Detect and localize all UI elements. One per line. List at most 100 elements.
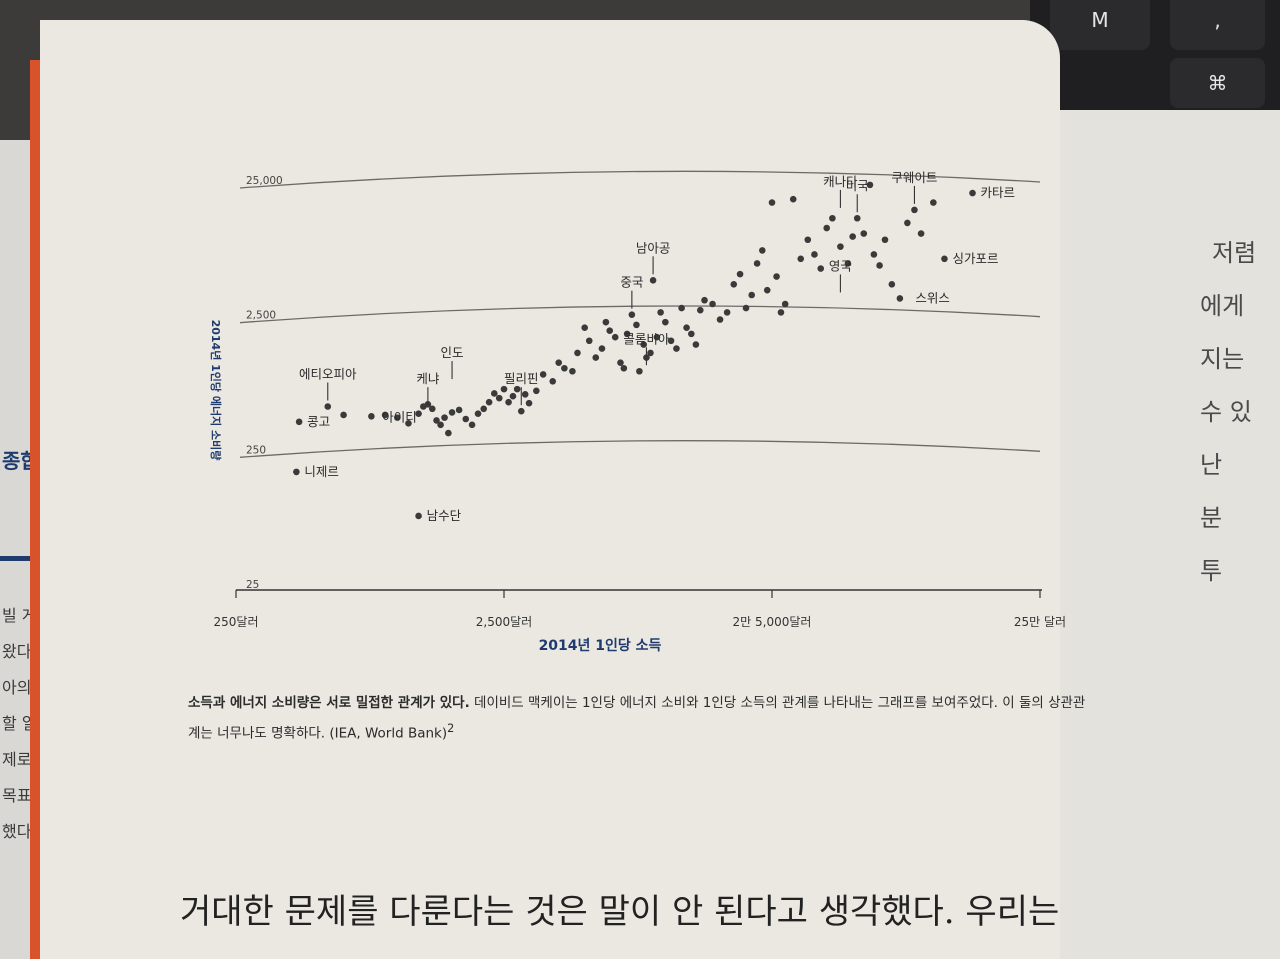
data-point <box>293 468 300 476</box>
data-point <box>866 181 874 189</box>
annotation-label: 캐나다 <box>823 174 858 189</box>
data-point <box>653 333 661 341</box>
data-point <box>405 420 412 427</box>
left-page-line: 목표 <box>2 786 32 805</box>
data-point <box>620 364 628 372</box>
data-point <box>592 354 600 361</box>
x-axis <box>235 589 1042 598</box>
data-point <box>917 230 925 237</box>
data-point <box>673 345 680 352</box>
data-point <box>688 330 695 338</box>
data-point <box>448 409 456 416</box>
data-point <box>623 330 631 338</box>
gridline <box>239 440 1041 458</box>
x-tick-label: 25만 달러 <box>1014 615 1066 629</box>
data-point <box>969 189 976 197</box>
data-point <box>797 255 805 263</box>
annotation-label: 중국 <box>620 275 643 290</box>
data-point <box>823 224 831 232</box>
data-point <box>804 236 812 244</box>
data-point <box>606 327 614 335</box>
data-point <box>474 410 482 417</box>
data-point <box>736 270 744 278</box>
data-point <box>829 214 836 222</box>
data-point <box>636 367 643 375</box>
data-point <box>817 265 825 272</box>
data-point <box>525 399 533 407</box>
right-page-line: 저렴 <box>1212 239 1257 267</box>
data-point <box>598 345 606 352</box>
left-page-line: 했다. <box>2 822 37 841</box>
data-point <box>911 206 918 214</box>
figure-caption: 소득과 에너지 소비량은 서로 밀접한 관계가 있다. 데이비드 맥케이는 1인… <box>188 690 1088 747</box>
data-point <box>555 359 563 366</box>
annotation-label: 영국 <box>829 258 852 273</box>
book-page <box>40 20 1060 959</box>
data-point <box>844 260 852 267</box>
key-comma: , <box>1170 0 1265 50</box>
right-page-line: 난 <box>1200 451 1223 479</box>
annotation-label: 남아공 <box>636 240 671 255</box>
x-tick-label: 2,500달러 <box>476 615 532 629</box>
laptop-keyboard: M , ⌘ <box>1030 0 1280 120</box>
caption-bold: 소득과 에너지 소비량은 서로 밀접한 관계가 있다. <box>188 695 470 711</box>
right-page-line: 투 <box>1200 557 1223 585</box>
data-point <box>773 273 780 280</box>
data-point <box>930 199 937 206</box>
annotation-label: 케냐 <box>416 371 440 386</box>
data-point <box>881 236 889 244</box>
y-tick-label: 2,500 <box>246 310 276 322</box>
data-point <box>896 295 904 302</box>
data-point <box>480 405 488 413</box>
data-point <box>837 243 844 250</box>
data-point <box>490 390 498 397</box>
data-point <box>539 371 547 378</box>
y-axis-label: 2014년 1인당 에너지 소비량 <box>209 320 223 461</box>
data-point <box>581 324 588 332</box>
data-point <box>628 311 636 318</box>
data-point <box>517 407 525 415</box>
data-point <box>574 349 581 357</box>
data-point <box>585 337 593 345</box>
data-point <box>742 304 750 312</box>
right-page-line: 에게 <box>1200 292 1245 320</box>
right-page-line: 분 <box>1200 504 1223 532</box>
data-point <box>678 304 685 312</box>
data-point <box>441 414 448 421</box>
data-point <box>860 230 868 237</box>
y-tick-label: 25 <box>246 579 259 591</box>
data-point <box>415 410 422 417</box>
annotation-label: 미국 <box>846 178 869 193</box>
data-point <box>683 324 690 332</box>
data-point <box>455 406 463 414</box>
data-point <box>513 385 521 393</box>
annotation-label: 카타르 <box>981 185 1016 200</box>
annotation-label: 콜롬비아 <box>623 331 670 346</box>
annotation-label: 인도 <box>441 345 464 360</box>
x-tick-label: 2만 5,000달러 <box>733 615 812 629</box>
right-page-line: 지는 <box>1200 345 1245 373</box>
x-axis-label: 2014년 1인당 소득 <box>539 637 662 654</box>
data-point <box>324 403 332 410</box>
data-point <box>768 199 776 206</box>
right-page-line: 수 있 <box>1200 398 1252 426</box>
gridline <box>239 170 1041 189</box>
data-point <box>368 412 375 420</box>
data-points <box>293 181 976 520</box>
y-tick-label: 250 <box>246 444 266 456</box>
data-point <box>415 512 422 520</box>
annotation-label: 스위스 <box>915 290 950 305</box>
tick-labels: 250달러 2,500달러 2만 5,000달러 25만 달러 25 250 2,500 25… <box>214 175 1067 629</box>
data-point <box>569 367 576 375</box>
data-point <box>428 405 436 413</box>
annotation-label: 아이티 <box>382 410 417 425</box>
data-point <box>295 418 303 426</box>
data-point <box>876 262 883 269</box>
x-tick-label: 250달러 <box>214 615 259 629</box>
data-point <box>870 251 878 258</box>
data-point <box>485 398 493 406</box>
annotation-label: 필리핀 <box>504 371 539 386</box>
left-page-line: 제로 <box>2 750 32 769</box>
